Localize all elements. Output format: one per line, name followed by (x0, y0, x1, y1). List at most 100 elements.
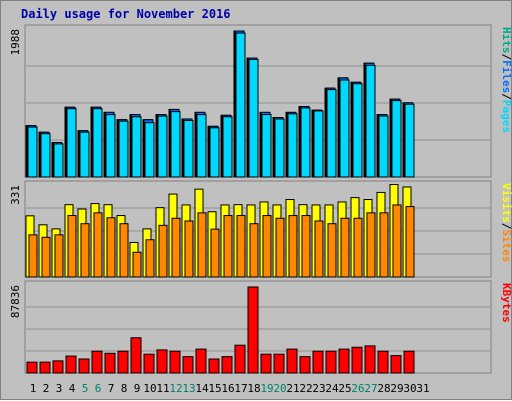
bar-sites-day-30 (405, 206, 415, 278)
x-tick-day-18: 18 (247, 382, 260, 395)
bar-pages-day-3 (53, 143, 64, 178)
bar-pages-day-9 (131, 116, 142, 178)
bar-pages-day-23 (313, 110, 324, 178)
bar-pages-day-5 (79, 131, 90, 178)
bar-sites-day-3 (54, 234, 64, 278)
bar-pages-day-12 (170, 111, 181, 178)
legend-middle: Visits/Sites (500, 183, 512, 263)
bar-sites-day-23 (314, 220, 324, 278)
x-tick-day-1: 1 (30, 382, 37, 395)
x-tick-day-3: 3 (56, 382, 63, 395)
bar-kbytes-day-13 (182, 356, 194, 374)
bar-sites-day-6 (93, 212, 103, 278)
bar-kbytes-day-30 (403, 350, 415, 374)
x-tick-day-23: 23 (312, 382, 325, 395)
bar-kbytes-day-1 (26, 361, 38, 374)
x-tick-day-29: 29 (390, 382, 403, 395)
bar-kbytes-day-14 (195, 348, 207, 374)
bar-pages-day-21 (287, 113, 298, 178)
scale-max-middle: 331 (9, 185, 22, 205)
bar-pages-day-26 (352, 83, 363, 178)
bar-kbytes-day-6 (91, 350, 103, 374)
x-tick-day-11: 11 (156, 382, 169, 395)
scale-max-bottom: 87836 (9, 285, 22, 318)
bar-sites-day-14 (197, 212, 207, 278)
legend-bottom: KBytes (500, 283, 512, 323)
bar-pages-day-15 (209, 127, 220, 178)
bar-kbytes-day-19 (260, 353, 272, 374)
x-tick-day-9: 9 (134, 382, 141, 395)
bar-pages-day-4 (66, 108, 77, 178)
bar-pages-day-16 (222, 116, 233, 178)
bar-sites-day-11 (158, 224, 168, 278)
bar-kbytes-day-17 (234, 344, 246, 374)
bar-sites-day-7 (106, 217, 116, 278)
bar-pages-day-22 (300, 107, 311, 178)
bar-kbytes-day-15 (208, 358, 220, 374)
bar-pages-day-11 (157, 115, 168, 178)
x-tick-day-21: 21 (286, 382, 299, 395)
x-tick-day-17: 17 (234, 382, 247, 395)
x-tick-day-27: 27 (364, 382, 377, 395)
legend-item-sites: Sites (500, 229, 512, 262)
bar-kbytes-day-26 (351, 346, 363, 374)
scale-max-top: 1988 (9, 29, 22, 56)
bar-kbytes-day-25 (338, 348, 350, 374)
bar-pages-day-20 (274, 118, 285, 178)
bar-pages-day-8 (118, 120, 129, 178)
bar-kbytes-day-29 (390, 355, 402, 374)
bar-kbytes-day-3 (52, 360, 64, 374)
bar-sites-day-2 (41, 236, 51, 278)
bar-sites-day-4 (67, 215, 77, 278)
bar-pages-day-14 (196, 114, 207, 178)
x-tick-day-14: 14 (195, 382, 209, 395)
bar-kbytes-day-12 (169, 350, 181, 374)
bar-pages-day-19 (261, 114, 272, 178)
bar-sites-day-27 (366, 212, 376, 278)
bar-sites-day-9 (132, 251, 142, 278)
legend-item-pages: Pages (500, 100, 512, 133)
x-tick-day-24: 24 (325, 382, 339, 395)
legend-item-visits: Visits (500, 183, 512, 223)
bar-pages-day-27 (365, 64, 376, 178)
bar-pages-day-29 (391, 100, 402, 178)
bar-sites-day-24 (327, 223, 337, 278)
x-tick-day-7: 7 (108, 382, 115, 395)
bar-sites-day-12 (171, 217, 181, 278)
x-tick-day-31: 31 (416, 382, 429, 395)
bar-pages-day-7 (105, 114, 116, 178)
bar-kbytes-day-24 (325, 350, 337, 374)
bar-sites-day-15 (210, 228, 220, 278)
x-tick-day-6: 6 (95, 382, 102, 395)
bar-sites-day-29 (392, 204, 402, 278)
legend-item-sep: / (500, 93, 512, 100)
bar-sites-day-10 (145, 239, 155, 278)
bar-sites-day-26 (353, 217, 363, 278)
bar-sites-day-19 (262, 215, 272, 278)
x-tick-day-19: 19 (260, 382, 273, 395)
bar-kbytes-day-11 (156, 349, 168, 374)
bar-sites-day-22 (301, 215, 311, 278)
x-tick-day-15: 15 (208, 382, 221, 395)
x-tick-day-12: 12 (169, 382, 182, 395)
x-tick-day-10: 10 (143, 382, 156, 395)
bar-pages-day-6 (92, 108, 103, 178)
x-tick-day-2: 2 (43, 382, 50, 395)
x-tick-day-30: 30 (403, 382, 416, 395)
bar-kbytes-day-7 (104, 352, 116, 374)
bar-pages-day-10 (144, 122, 155, 178)
x-tick-day-5: 5 (82, 382, 89, 395)
bar-kbytes-day-20 (273, 353, 285, 374)
bar-sites-day-28 (379, 212, 389, 278)
legend-item-hits: Hits (500, 27, 512, 54)
x-tick-day-8: 8 (121, 382, 128, 395)
bar-pages-day-1 (27, 126, 38, 178)
bar-sites-day-20 (275, 217, 285, 278)
bar-kbytes-day-4 (65, 355, 77, 374)
bar-pages-day-13 (183, 119, 194, 178)
bar-sites-day-16 (223, 215, 233, 278)
bar-pages-day-18 (248, 58, 259, 178)
bar-sites-day-5 (80, 223, 90, 278)
x-tick-day-25: 25 (338, 382, 351, 395)
